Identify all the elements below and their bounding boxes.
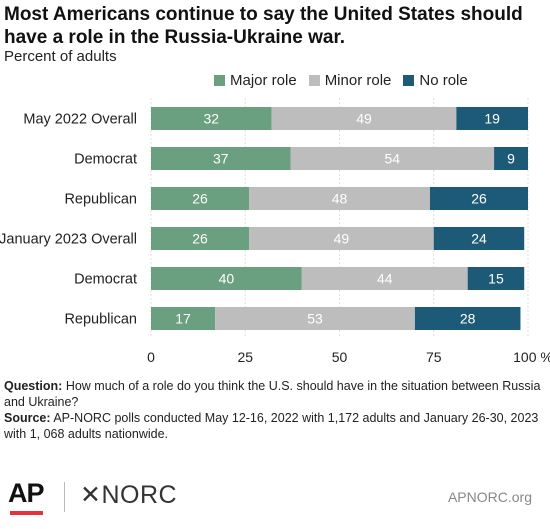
bar-value-label: 17 <box>175 311 191 327</box>
norc-logo: ✕NORC <box>80 481 178 509</box>
legend-item-none: No role <box>403 72 468 89</box>
legend-label-minor: Minor role <box>324 72 392 89</box>
category-label: Democrat <box>74 272 137 288</box>
footer-logos: AP ✕NORC APNORC.org <box>4 476 544 520</box>
legend-item-major: Major role <box>214 72 297 89</box>
category-label: Republican <box>64 192 137 208</box>
bar-value-label: 9 <box>507 151 515 167</box>
bar-segment <box>249 187 430 210</box>
bar-segment <box>215 307 415 330</box>
bar-value-label: 19 <box>484 111 500 127</box>
bar-value-label: 37 <box>213 151 229 167</box>
bar-segment <box>151 307 216 330</box>
bar-segment <box>301 267 468 290</box>
bar-value-label: 54 <box>384 151 400 167</box>
category-label: Republican <box>64 312 137 328</box>
legend-swatch-minor <box>308 75 320 86</box>
bar-value-label: 24 <box>471 231 487 247</box>
bar-value-label: 15 <box>488 271 504 287</box>
bar-segment <box>151 147 291 170</box>
category-label: January 2023 Overall <box>0 232 137 248</box>
bar-value-label: 26 <box>471 191 487 207</box>
bar-segment <box>456 107 528 130</box>
logo-divider <box>64 482 65 512</box>
x-tick-label: 100 % <box>513 349 550 365</box>
legend-swatch-major <box>214 75 225 86</box>
bar-segment <box>494 147 528 170</box>
source-note: Source: AP-NORC polls conducted May 12-1… <box>4 410 549 442</box>
source-label: Source: <box>4 411 51 425</box>
bar-segment <box>151 267 302 290</box>
legend-label-none: No role <box>419 72 468 89</box>
category-label: May 2022 Overall <box>23 112 137 128</box>
x-tick-label: 75 <box>426 349 442 365</box>
bar-value-label: 32 <box>204 111 220 127</box>
bar-value-label: 49 <box>356 111 372 127</box>
question-label: Question: <box>4 379 63 393</box>
x-tick-label: 50 <box>332 349 348 365</box>
site-link[interactable]: APNORC.org <box>447 489 532 505</box>
category-label: Democrat <box>74 152 137 168</box>
bar-segment <box>429 187 528 210</box>
bar-segment <box>151 227 250 250</box>
bar-segment <box>433 227 525 250</box>
bar-segment <box>414 307 521 330</box>
bar-segment <box>151 107 272 130</box>
question-text: How much of a role do you think the U.S.… <box>4 379 541 409</box>
bar-segment <box>151 187 250 210</box>
ap-logo-underline <box>10 511 43 515</box>
chart-title: Most Americans continue to say the Unite… <box>4 4 523 48</box>
stacked-bar-chart: May 2022 Overall 32 49 19 Democrat 37 54 9 Repub… <box>0 98 550 365</box>
bar-value-label: 28 <box>460 311 476 327</box>
bar-segment <box>467 267 525 290</box>
chart-notes: Question: How much of a role do you thin… <box>4 378 549 442</box>
bar-segment <box>271 107 457 130</box>
bar-value-label: 26 <box>192 191 208 207</box>
bar-value-label: 49 <box>334 231 350 247</box>
bar-value-label: 26 <box>192 231 208 247</box>
chart-subtitle: Percent of adults <box>4 48 117 65</box>
bar-segment <box>249 227 434 250</box>
x-tick-label: 25 <box>237 349 253 365</box>
question-note: Question: How much of a role do you thin… <box>4 378 549 410</box>
source-text: AP-NORC polls conducted May 12-16, 2022 … <box>4 411 539 441</box>
ap-logo: AP <box>8 478 45 508</box>
x-tick-label: 0 <box>147 349 155 365</box>
bar-value-label: 53 <box>307 311 323 327</box>
bar-value-label: 40 <box>219 271 235 287</box>
bar-value-label: 44 <box>377 271 393 287</box>
legend-item-minor: Minor role <box>308 72 392 89</box>
legend-swatch-none <box>403 75 415 86</box>
legend-label-major: Major role <box>230 72 297 89</box>
legend: Major role Minor role No role <box>214 72 468 89</box>
bar-value-label: 48 <box>332 191 348 207</box>
bar-segment <box>290 147 495 170</box>
